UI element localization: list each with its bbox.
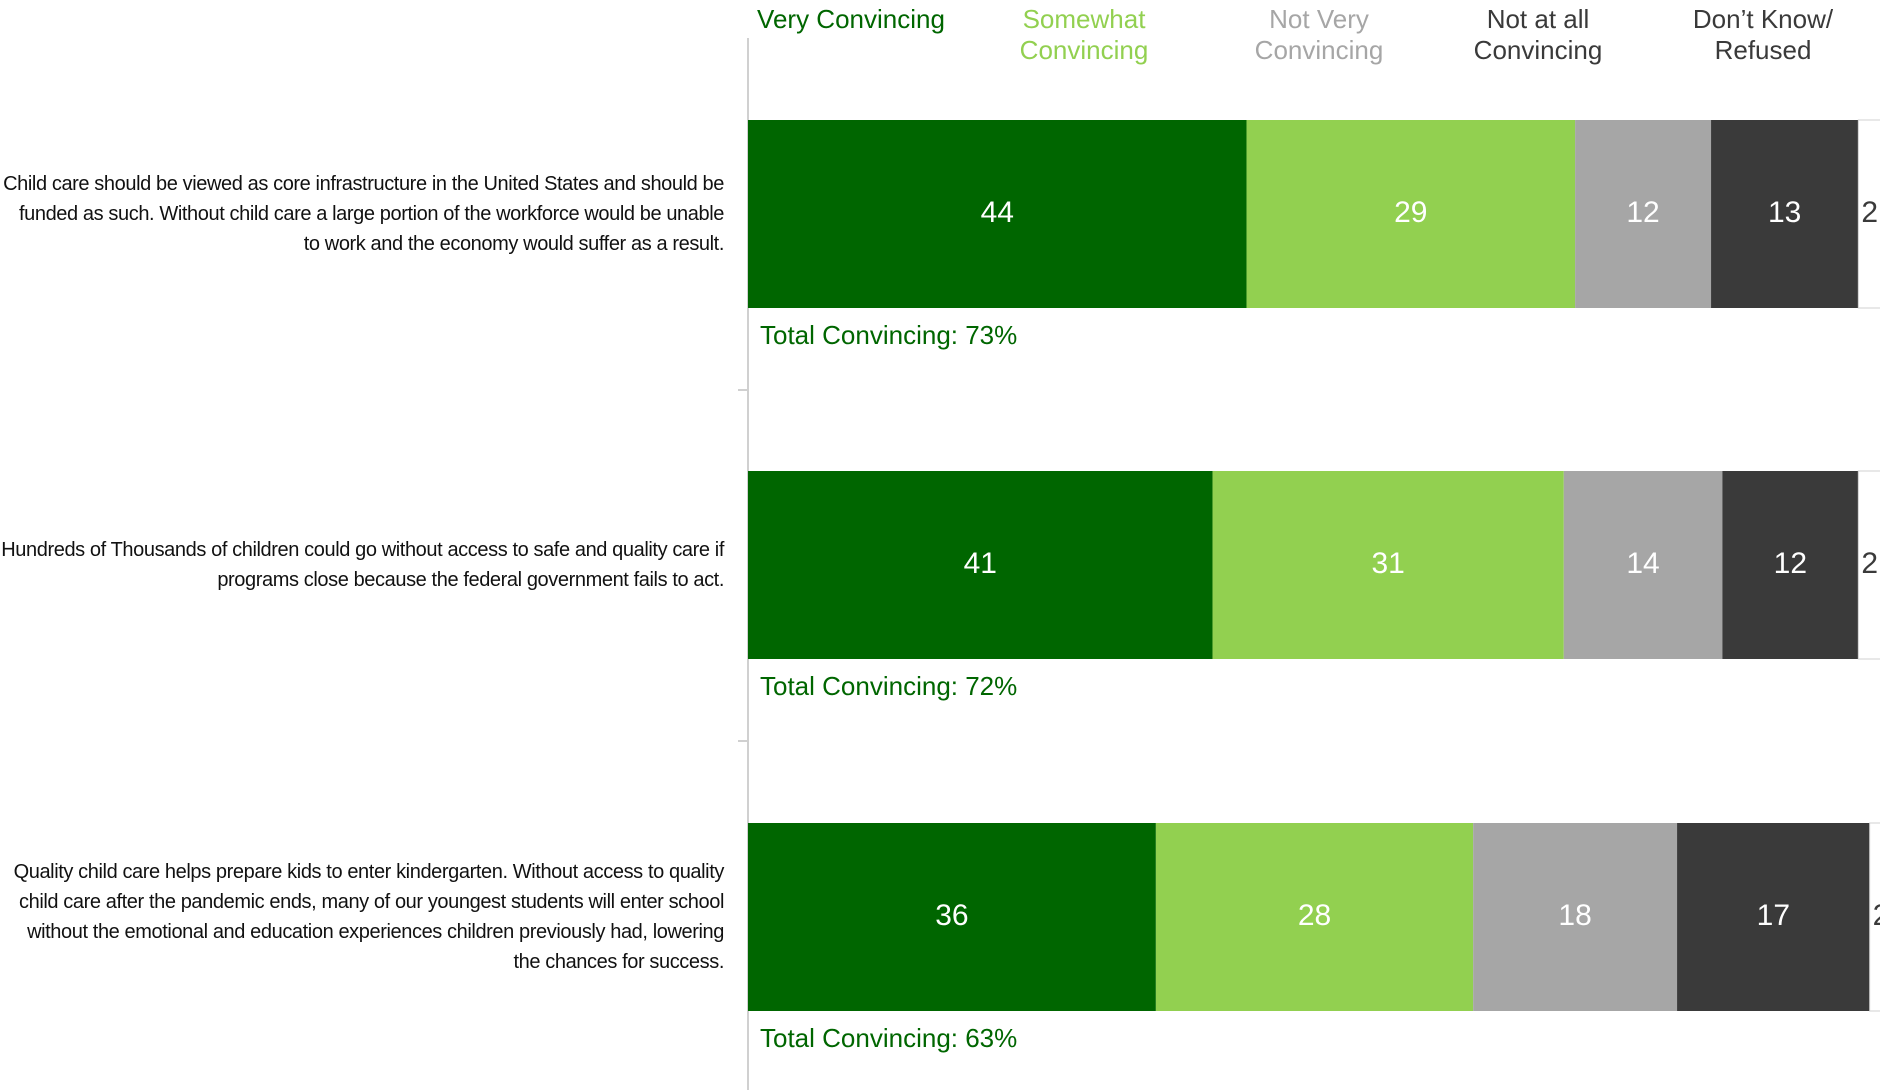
total-annotation: Total Convincing: 63%: [760, 1023, 1017, 1053]
bar-segment: [1155, 823, 1474, 1011]
legend-label: Somewhat Convincing: [1019, 4, 1149, 65]
bar-segment: [1857, 470, 1880, 660]
legend-label: Don’t Know/ Refused: [1692, 4, 1834, 65]
data-label: 41: [964, 547, 997, 580]
bar-segment: [748, 120, 1247, 308]
data-label: 14: [1626, 547, 1659, 580]
data-label: 12: [1774, 547, 1807, 580]
bar-segment: [1722, 471, 1859, 659]
data-label: 18: [1558, 899, 1591, 932]
legend-label: Not Very Convincing: [1254, 4, 1384, 65]
bar-segment: [1857, 119, 1880, 309]
legend-label: Very Convincing: [757, 4, 945, 34]
category-label: Quality child care helps prepare kids to…: [13, 861, 725, 973]
legend-label: Not at all Convincing: [1473, 4, 1603, 65]
category-label: Child care should be viewed as core infr…: [3, 173, 724, 255]
bar-segment: [1563, 471, 1723, 659]
data-label: 12: [1626, 196, 1659, 229]
bar-segment: [748, 823, 1156, 1011]
data-label: 2: [1861, 547, 1878, 580]
total-annotation: Total Convincing: 72%: [760, 671, 1017, 701]
data-label: 17: [1757, 899, 1790, 932]
data-label: 44: [981, 196, 1014, 229]
bar-segment: [1473, 823, 1678, 1011]
data-label: 31: [1371, 547, 1404, 580]
bar-segment: [1212, 471, 1564, 659]
data-label: 28: [1298, 899, 1331, 932]
data-label: 36: [935, 899, 968, 932]
bar-segment: [1869, 822, 1880, 1012]
data-label: 29: [1394, 196, 1427, 229]
bar-segment: [1246, 120, 1576, 308]
category-label: Hundreds of Thousands of children could …: [1, 539, 724, 591]
bar-segment: [748, 471, 1213, 659]
total-annotation: Total Convincing: 73%: [760, 320, 1017, 350]
bar-segment: [1677, 823, 1870, 1011]
data-label: 13: [1768, 196, 1801, 229]
bar-segment: [1711, 120, 1859, 308]
data-label: 2: [1873, 899, 1880, 932]
bar-segment: [1575, 120, 1712, 308]
data-label: 2: [1861, 196, 1878, 229]
